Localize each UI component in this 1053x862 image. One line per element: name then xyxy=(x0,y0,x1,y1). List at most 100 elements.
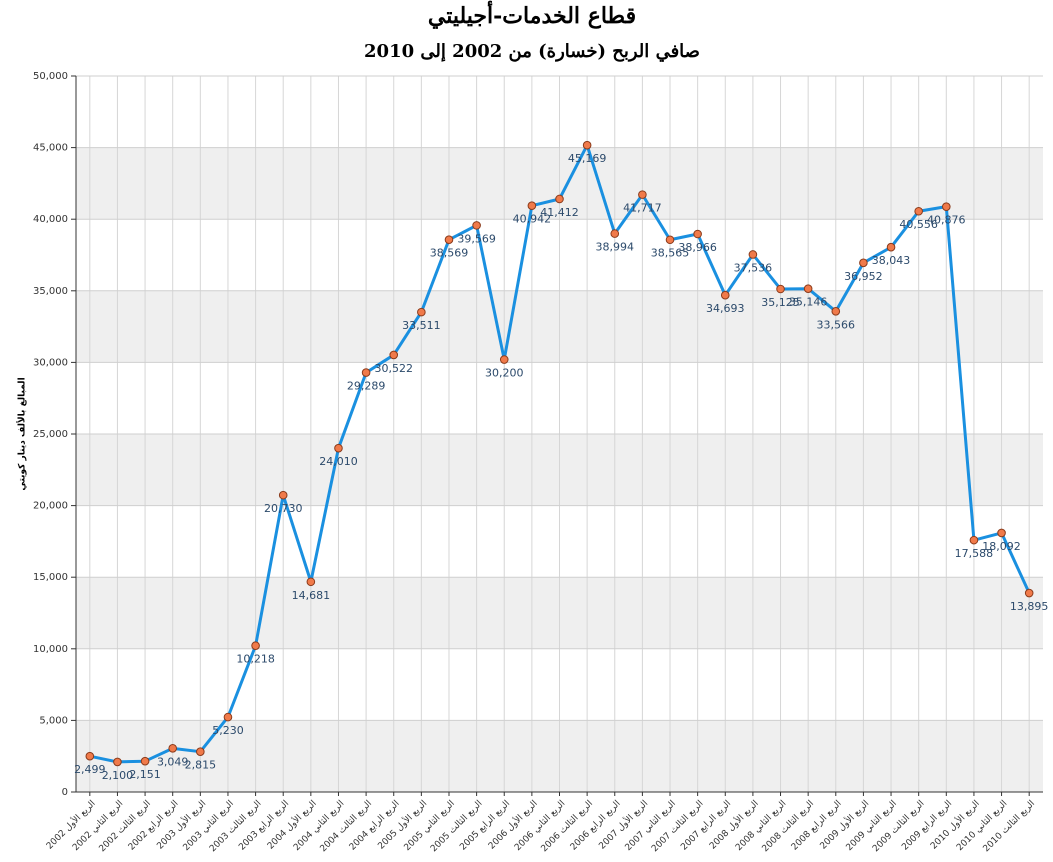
y-tick-label: 40,000 xyxy=(33,214,68,225)
data-point xyxy=(223,712,233,722)
x-tick-label: الربع الأول 2007 xyxy=(596,797,650,851)
value-label: 35,146 xyxy=(789,296,828,309)
data-point xyxy=(1024,588,1034,598)
x-tick-label: الربع الأول 2003 xyxy=(154,797,208,851)
x-tick-label: الربع الأول 2005 xyxy=(375,797,429,851)
x-tick-label: الربع الثالث 2010 xyxy=(982,799,1037,854)
value-label: 40,876 xyxy=(927,214,966,227)
data-point xyxy=(665,235,675,245)
value-label: 38,966 xyxy=(678,241,717,254)
value-label: 3,049 xyxy=(157,755,189,768)
x-tick-label: الربع الأول 2008 xyxy=(707,797,761,851)
value-label: 29,289 xyxy=(347,380,386,393)
y-tick-label: 15,000 xyxy=(33,572,68,583)
value-label: 40,556 xyxy=(899,218,938,231)
value-label: 18,092 xyxy=(982,540,1021,553)
value-label: 30,522 xyxy=(374,362,413,375)
data-point xyxy=(610,229,620,238)
data-point xyxy=(886,242,896,252)
x-tick-label: الربع الأول 2006 xyxy=(486,797,540,851)
chart-title: قطاع الخدمات-أجيليتي xyxy=(428,0,636,29)
value-label: 14,681 xyxy=(292,589,331,602)
x-tick-label: الربع الثاني 2007 xyxy=(624,799,678,853)
data-point xyxy=(85,751,95,761)
x-tick-label: الربع الرابع 2008 xyxy=(790,799,844,853)
value-label: 39,569 xyxy=(457,232,496,245)
value-label: 41,717 xyxy=(623,202,662,215)
data-point xyxy=(196,747,205,756)
value-label: 38,565 xyxy=(651,247,690,260)
x-tick-label: الربع الأول 2010 xyxy=(928,797,982,851)
data-point xyxy=(140,756,150,766)
data-point xyxy=(499,355,509,364)
y-tick-label: 5,000 xyxy=(39,715,68,726)
y-tick-label: 10,000 xyxy=(33,644,68,655)
value-label: 33,566 xyxy=(817,318,856,331)
data-point xyxy=(251,641,260,650)
data-point xyxy=(527,201,537,211)
value-label: 37,536 xyxy=(734,261,773,274)
value-label: 2,815 xyxy=(185,759,217,772)
y-tick-label: 0 xyxy=(62,787,68,798)
x-tick-label: الربع الثاني 2005 xyxy=(403,799,457,853)
x-tick-label: الربع الثاني 2006 xyxy=(513,799,567,853)
data-point xyxy=(113,757,122,767)
data-point xyxy=(693,229,702,239)
x-tick-label: الربع الأول 2004 xyxy=(265,797,319,851)
value-label: 30,200 xyxy=(485,367,524,380)
data-point xyxy=(555,194,564,204)
x-tick-label: الربع الرابع 2004 xyxy=(348,799,402,853)
data-point xyxy=(389,350,399,360)
value-label: 36,952 xyxy=(844,270,883,283)
y-tick-label: 20,000 xyxy=(33,501,68,512)
value-label: 5,230 xyxy=(212,724,244,737)
y-tick-label: 50,000 xyxy=(33,71,68,82)
value-label: 38,043 xyxy=(872,254,911,267)
value-label: 2,499 xyxy=(74,763,106,776)
data-point xyxy=(361,368,371,377)
data-point xyxy=(334,443,343,453)
y-tick-label: 25,000 xyxy=(33,429,68,440)
value-label: 38,569 xyxy=(430,247,469,260)
y-tick-label: 45,000 xyxy=(33,143,68,154)
data-point xyxy=(444,235,454,244)
value-label: 40,942 xyxy=(513,213,552,226)
data-point xyxy=(278,490,288,500)
value-label: 2,100 xyxy=(102,769,134,782)
data-point xyxy=(859,258,868,268)
x-tick-label: الربع الأول 2009 xyxy=(817,797,871,851)
y-tick-label: 30,000 xyxy=(33,357,68,368)
data-point xyxy=(582,140,592,150)
value-label: 10,218 xyxy=(236,653,275,666)
x-tick-label: الربع الثاني 2003 xyxy=(182,799,236,853)
value-label: 35,125 xyxy=(761,296,800,309)
chart-subtitle: صافي الربح (خسارة) من 2002 إلى 2010 xyxy=(364,41,700,62)
data-point xyxy=(720,290,730,300)
x-tick-label: الربع الثاني 2009 xyxy=(845,799,899,853)
value-label: 24,010 xyxy=(319,455,358,468)
data-point xyxy=(472,221,481,230)
data-point xyxy=(638,190,647,199)
value-label: 38,994 xyxy=(596,241,635,254)
value-label: 34,693 xyxy=(706,302,745,315)
x-tick-label: الربع الأول 2002 xyxy=(43,797,97,851)
x-tick-label: الربع الرابع 2007 xyxy=(679,799,733,853)
y-axis-label: المبالغ بالألف دينار كويتي xyxy=(16,377,28,490)
data-point xyxy=(942,202,951,211)
data-point xyxy=(969,535,979,545)
data-point xyxy=(914,206,923,216)
value-label: 45,169 xyxy=(568,152,607,165)
data-point xyxy=(997,528,1006,538)
y-tick-label: 35,000 xyxy=(33,286,68,297)
x-tick-label: الربع الرابع 2009 xyxy=(900,799,954,853)
x-tick-label: الربع الثاني 2010 xyxy=(955,799,1009,853)
x-tick-label: الربع الثاني 2002 xyxy=(71,799,125,853)
value-label: 33,511 xyxy=(402,319,441,332)
value-label: 17,588 xyxy=(955,547,994,560)
x-tick-label: الربع الرابع 2006 xyxy=(569,799,623,853)
data-point xyxy=(306,577,316,587)
data-point xyxy=(748,250,758,259)
x-tick-label: الربع الرابع 2005 xyxy=(458,799,512,853)
data-point xyxy=(776,284,785,294)
